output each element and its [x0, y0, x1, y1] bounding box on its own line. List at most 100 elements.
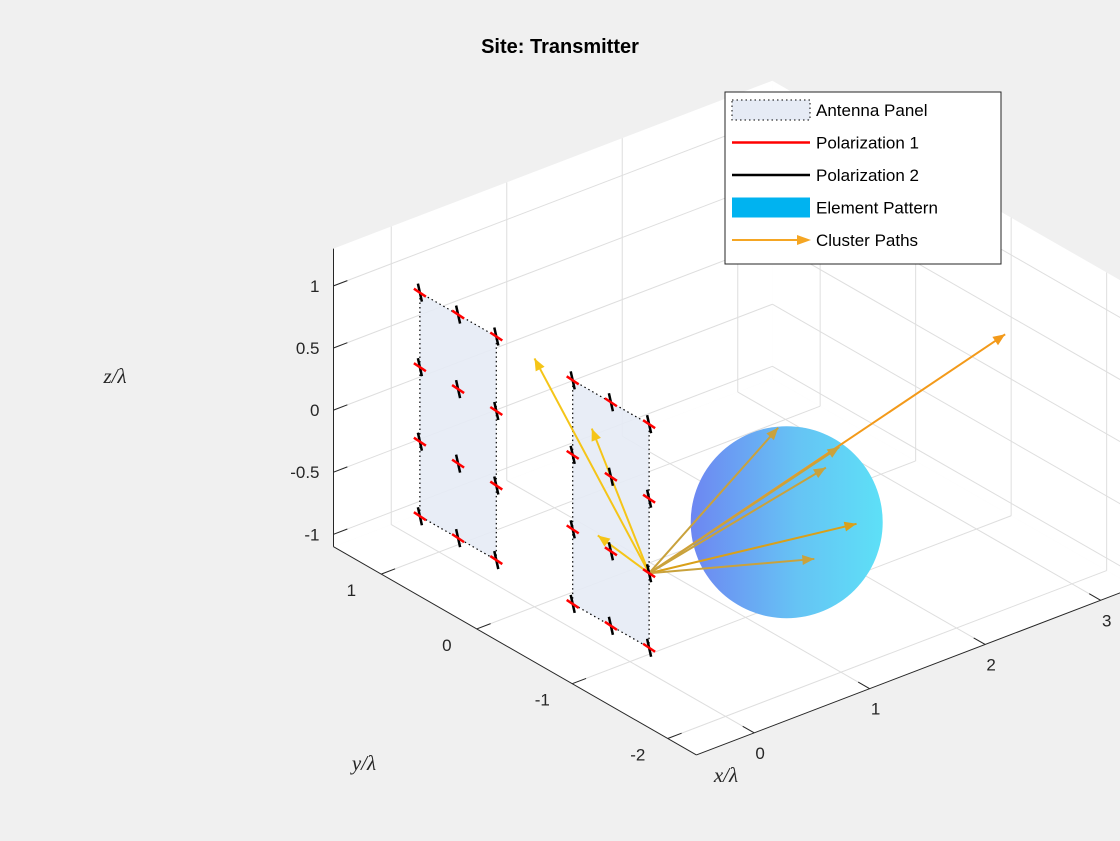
x-tick-label: 0 [755, 744, 764, 763]
antenna-element [566, 371, 580, 390]
grid-line-z-wallx [772, 365, 1120, 567]
legend-label: Polarization 1 [816, 134, 919, 153]
z-tick [333, 280, 348, 287]
legend-arrowhead [797, 235, 811, 245]
polarization-1-line [642, 642, 656, 653]
polarization-1-line [642, 419, 656, 430]
polarization-1-line [413, 287, 427, 298]
x-tick-label: 1 [871, 700, 880, 719]
antenna-element [489, 550, 503, 570]
legend-item[interactable]: Antenna Panel [731, 99, 928, 121]
y-tick-label: -2 [630, 746, 645, 765]
antenna-element [566, 520, 580, 539]
polarization-1-line [451, 533, 465, 544]
z-tick [333, 342, 348, 349]
polarization-1-line [604, 546, 618, 557]
legend-item[interactable]: Polarization 2 [732, 166, 919, 185]
polarization-1-line [489, 331, 503, 342]
cluster-paths [533, 333, 1006, 575]
z-tick [333, 466, 348, 473]
legend-item[interactable]: Polarization 1 [732, 134, 919, 153]
polarization-1-line [489, 405, 503, 417]
y-axis-label: y/λ [350, 751, 376, 775]
legend-item[interactable]: Element Pattern [732, 197, 938, 218]
y-tick-label: 1 [347, 581, 356, 600]
x-axis-label: x/λ [713, 763, 738, 787]
y-tick [572, 677, 587, 685]
y-tick [667, 732, 682, 739]
cluster-path-arrowhead [597, 535, 611, 547]
polarization-1-line [489, 555, 503, 566]
z-tick [333, 404, 348, 411]
antenna-element [489, 476, 503, 495]
cluster-path [648, 427, 779, 574]
grid-line-x-floor [737, 391, 1101, 601]
antenna-element [642, 563, 656, 583]
polarization-1-line [566, 449, 580, 460]
cluster-path-arrowhead [843, 521, 857, 532]
polarization-1-line [451, 384, 465, 395]
antenna-elements [413, 283, 656, 658]
antenna-element [604, 392, 618, 412]
cluster-path [649, 557, 815, 575]
antenna-element [566, 594, 580, 614]
tick-labels: 0 1 2 3 -2 -1 0 1 -1 -0.5 0 0.5 1 [290, 277, 1111, 765]
cluster-path-arrowhead [766, 427, 779, 441]
grid-line-z-wally [333, 241, 773, 411]
z-tick-label: 0 [310, 401, 319, 420]
z-tick-label: -0.5 [290, 463, 319, 482]
cluster-path-arrowhead [813, 467, 826, 478]
antenna-panel [572, 379, 650, 649]
polarization-1-line [413, 436, 427, 447]
ticks [333, 248, 1120, 756]
antenna-element [413, 432, 427, 451]
grid-line-x-floor [506, 479, 870, 690]
grid-line-x-floor [391, 524, 755, 734]
polarization-1-line [604, 620, 618, 631]
grid-line-z-wally [333, 303, 773, 473]
antenna-element [604, 542, 618, 561]
antenna-element [451, 305, 465, 324]
legend-box [724, 91, 1002, 265]
grid-line-z-wally [333, 179, 773, 349]
polarization-1-line [413, 511, 427, 522]
polarization-1-line [489, 480, 503, 491]
x-tick-label: 2 [986, 656, 995, 675]
antenna-element [413, 357, 427, 377]
legend-label: Element Pattern [816, 199, 938, 218]
x-axis-line [696, 592, 1120, 756]
polarization-1-line [413, 362, 427, 373]
x-tick [857, 681, 870, 690]
polarization-1-line [566, 598, 580, 609]
legend-label: Polarization 2 [816, 166, 919, 185]
chart-title: Site: Transmitter [481, 36, 639, 58]
antenna-panel [419, 291, 497, 562]
legend-item[interactable]: Cluster Paths [732, 231, 918, 250]
z-tick [333, 528, 348, 535]
cluster-path-arrowhead [802, 555, 815, 565]
polarization-1-line [566, 375, 580, 386]
z-tick-label: -1 [304, 525, 319, 544]
polarization-1-line [604, 471, 618, 482]
x-tick [1088, 593, 1101, 601]
z-tick-label: 0.5 [296, 339, 320, 358]
legend[interactable]: Antenna Panel Polarization 1 Polarization … [724, 91, 1002, 265]
x-tick [742, 725, 755, 734]
polarization-1-line [642, 493, 656, 504]
legend-swatch [731, 99, 811, 121]
antenna-element [413, 283, 427, 302]
element-pattern-surface [690, 426, 883, 619]
z-tick-label: 1 [310, 277, 319, 296]
y-tick-label: 0 [442, 636, 451, 655]
antenna-element [451, 528, 465, 548]
y-tick [476, 623, 491, 630]
polarization-1-line [642, 568, 656, 579]
z-axis-label: z/λ [102, 364, 126, 388]
antenna-element [489, 327, 503, 346]
y-tick-label: -1 [535, 691, 550, 710]
cluster-path-arrowhead [826, 447, 840, 458]
antenna-element [642, 414, 656, 434]
legend-label: Antenna Panel [816, 101, 928, 120]
legend-swatch [732, 197, 810, 218]
